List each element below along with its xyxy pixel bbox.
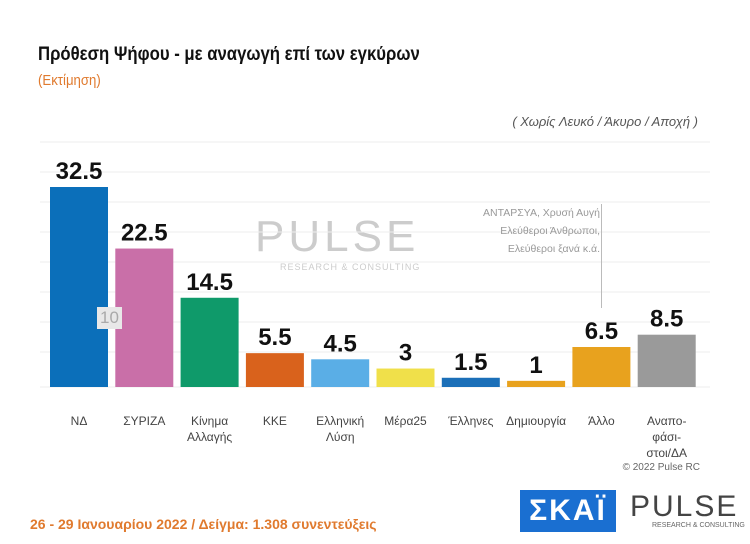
data-label: 22.5 <box>121 220 168 247</box>
skai-logo: ΣΚΑΪ <box>520 490 616 532</box>
bar <box>376 368 435 387</box>
category-label: Αλλαγής <box>187 430 232 444</box>
data-label: 6.5 <box>585 318 618 345</box>
bar <box>572 347 631 387</box>
data-label: 3 <box>399 340 412 367</box>
copyright: © 2022 Pulse RC <box>622 462 700 473</box>
data-label: 32.5 <box>56 158 103 185</box>
gap-marker: 10 <box>97 307 122 329</box>
category-label: ΝΔ <box>71 414 88 428</box>
chart-subtitle: (Εκτίμηση) <box>38 72 101 89</box>
category-label: Λύση <box>326 430 355 444</box>
watermark: PULSE <box>255 212 420 261</box>
category-label: στοι/ΔΑ <box>646 446 687 460</box>
bar <box>50 187 108 387</box>
bar <box>115 248 174 387</box>
allo-note: ΑΝΤΑΡΣΥΑ, Χρυσή Αυγή Ελεύθεροι Άνθρωποι,… <box>440 204 600 258</box>
chart-note: ( Χωρίς Λευκό / Άκυρο / Αποχή ) <box>512 114 698 129</box>
data-label: 4.5 <box>324 330 357 357</box>
bar <box>441 377 500 387</box>
pulse-logo-sub: RESEARCH & CONSULTING <box>652 522 745 529</box>
allo-note-line: Ελεύθεροι Άνθρωποι, <box>500 225 600 237</box>
allo-note-line: Ελεύθεροι ξανά κ.ά. <box>507 243 600 255</box>
category-label: ΚΚΕ <box>263 414 287 428</box>
allo-note-line: ΑΝΤΑΡΣΥΑ, Χρυσή Αυγή <box>483 207 600 219</box>
bar <box>180 297 239 387</box>
bar <box>507 380 566 387</box>
category-label: φάσι- <box>652 430 681 444</box>
bar <box>637 334 696 387</box>
category-label: Άλλο <box>588 414 615 428</box>
category-label: ΣΥΡΙΖΑ <box>123 414 165 428</box>
category-label: Κίνημα <box>191 414 228 428</box>
chart-title: Πρόθεση Ψήφου - με αναγωγή επί των εγκύρ… <box>38 44 420 65</box>
bar <box>311 359 370 387</box>
category-label: Αναπο- <box>647 414 687 428</box>
category-label: Έλληνες <box>447 414 493 428</box>
allo-pointer-line <box>601 204 602 308</box>
data-label: 1.5 <box>454 349 487 376</box>
watermark-sub: RESEARCH & CONSULTING <box>280 262 421 272</box>
data-label: 5.5 <box>258 324 291 351</box>
category-label: Μέρα25 <box>384 414 427 428</box>
data-label: 14.5 <box>186 269 233 296</box>
data-label: 8.5 <box>650 306 683 333</box>
category-label: Δημιουργία <box>506 414 566 428</box>
category-label: Ελληνική <box>316 414 364 428</box>
bar <box>245 353 304 387</box>
pulse-logo: PULSE <box>630 490 739 523</box>
data-label: 1 <box>529 352 542 379</box>
footer-date-sample: 26 - 29 Ιανουαρίου 2022 / Δείγμα: 1.308 … <box>30 516 377 532</box>
